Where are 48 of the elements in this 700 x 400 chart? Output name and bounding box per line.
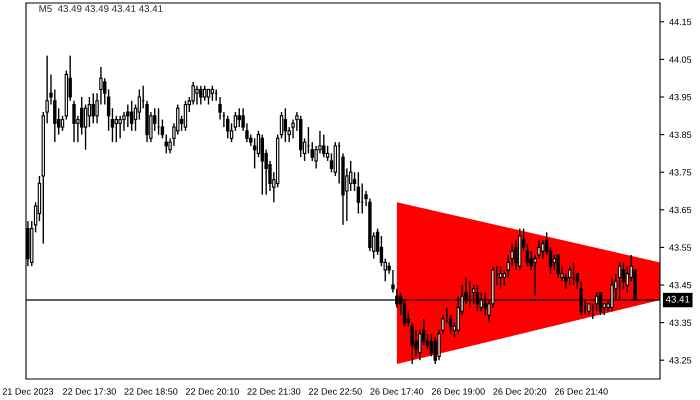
x-tick-label: 26 Dec 19:00 [432,388,485,395]
y-tick-label: 43.45 [669,282,692,288]
candlestick [199,85,203,106]
candlestick [514,239,518,271]
candlestick [541,239,545,260]
candlestick [238,108,241,128]
candlestick [72,100,76,143]
candlestick [114,115,118,143]
y-tick-label: 44.05 [669,56,692,63]
candlestick [126,104,130,128]
x-tick-label: 26 Dec 20:20 [493,388,546,395]
y-tick-label: 43.65 [669,206,692,214]
candlestick [252,138,256,170]
candlestick [130,100,134,132]
x-tick-label: 22 Dec 22:50 [308,388,362,395]
ref-line-label: 43.41 [666,296,690,303]
y-tick-label: 43.75 [669,169,692,176]
candlestick [356,172,360,214]
candlestick [210,85,214,102]
candlestick [206,88,210,106]
chart-title: M5 43.49 43.49 43.41 43.41 [39,5,163,12]
candlestick [552,254,556,271]
y-tick-label: 44.15 [669,18,692,26]
candlestick [118,115,122,140]
candlestick [226,115,230,140]
y-tick-label: 43.85 [669,132,692,138]
candlestick [568,266,572,286]
candlestick [284,108,288,143]
y-tick-label: 43.25 [669,357,692,364]
candlestick [556,254,560,278]
y-tick-label: 43.55 [669,244,692,251]
x-tick-label: 21 Dec 2023 [2,388,54,395]
y-tick-label: 43.35 [669,320,692,326]
x-tick-label: 22 Dec 21:30 [247,388,300,395]
y-tick-label: 43.95 [669,94,692,100]
x-tick-label: 26 Dec 21:40 [554,388,608,395]
candlestick [195,85,199,106]
x-tick-label: 22 Dec 18:50 [124,388,178,395]
candlestick [322,134,326,158]
candlestick [498,266,502,290]
candlestick [430,333,434,358]
candlestick [92,92,95,124]
candlestick [260,134,264,196]
x-tick-label: 22 Dec 17:30 [63,388,116,395]
x-tick-label: 22 Dec 20:10 [186,388,239,395]
candlestick [202,85,206,102]
candlestick [587,303,591,316]
x-tick-label: 26 Dec 17:40 [370,388,424,395]
